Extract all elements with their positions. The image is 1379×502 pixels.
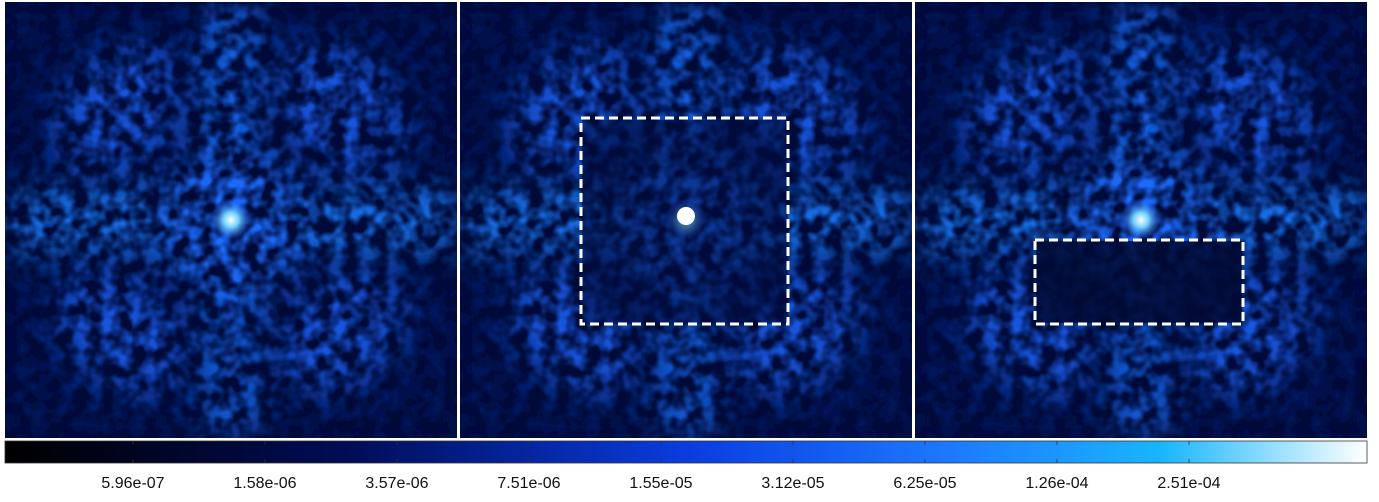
colorbar-tick-label: 3.12e-05	[761, 475, 824, 492]
colorbar-tick-label: 1.55e-05	[629, 475, 692, 492]
colorbar-tick-label: 1.58e-06	[233, 475, 296, 492]
star-core	[677, 207, 695, 225]
colorbar-tick-label: 1.26e-04	[1025, 475, 1088, 492]
colorbar-tick-label: 3.57e-06	[365, 475, 428, 492]
colorbar-tick-label: 6.25e-05	[893, 475, 956, 492]
image-panel	[915, 2, 1367, 438]
colorbar-tick-label: 2.51e-04	[1157, 475, 1220, 492]
colorbar-tick-label: 7.51e-06	[497, 475, 560, 492]
figure: 5.96e-07 1.58e-06 3.57e-06 7.51e-06 1.55e-05…	[0, 0, 1379, 497]
image-panel	[5, 2, 457, 438]
dark-hole	[1036, 241, 1242, 323]
colorbar-tick-label: 5.96e-07	[101, 475, 164, 492]
page: 5.96e-07 1.58e-06 3.57e-06 7.51e-06 1.55e-05…	[0, 0, 1379, 497]
colorbar	[5, 441, 1367, 463]
